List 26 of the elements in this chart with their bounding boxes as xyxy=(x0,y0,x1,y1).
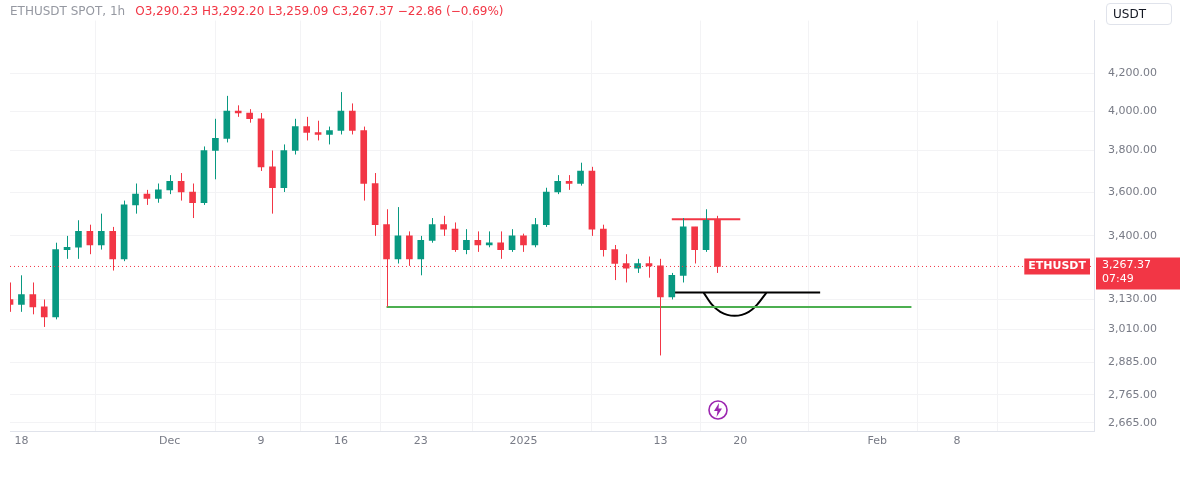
x-tick-label: 20 xyxy=(733,433,748,447)
y-axis-title: USDT xyxy=(1106,3,1172,25)
y-tick-label: 3,010.00 xyxy=(1108,322,1157,336)
text: 3,267.37 xyxy=(1102,258,1151,272)
y-tick-label: 3,600.00 xyxy=(1108,184,1157,198)
x-tick-label: 13 xyxy=(653,433,668,447)
y-tick-label: 2,665.00 xyxy=(1108,415,1157,429)
y-tick-label: 4,200.00 xyxy=(1108,66,1157,80)
y-tick-label: 4,000.00 xyxy=(1108,103,1157,117)
x-tick-label: 2025 xyxy=(509,433,538,447)
x-tick-label: 18 xyxy=(14,433,29,447)
ref-line-label: ETHUSDT xyxy=(1028,259,1087,273)
y-tick-label: 3,130.00 xyxy=(1108,292,1157,306)
y-tick-label: 3,400.00 xyxy=(1108,228,1157,242)
x-tick-label: Dec xyxy=(159,433,181,447)
y-tick-label: 2,885.00 xyxy=(1108,354,1157,368)
x-tick-label: 23 xyxy=(413,433,428,447)
text: 07:49 xyxy=(1102,272,1134,286)
x-tick-label: 8 xyxy=(953,433,961,447)
x-tick-label: Feb xyxy=(867,433,887,447)
x-tick-label: 16 xyxy=(333,433,348,447)
y-tick-label: 2,765.00 xyxy=(1108,387,1157,401)
y-tick-label: 3,800.00 xyxy=(1108,143,1157,157)
x-tick-label: 9 xyxy=(257,433,265,447)
chart-title: ETHUSDT SPOT, 1h xyxy=(10,4,126,18)
chart-subtitle: O3,290.23 H3,292.20 L3,259.09 C3,267.37 −22.86 (−0.69%) xyxy=(135,4,504,18)
